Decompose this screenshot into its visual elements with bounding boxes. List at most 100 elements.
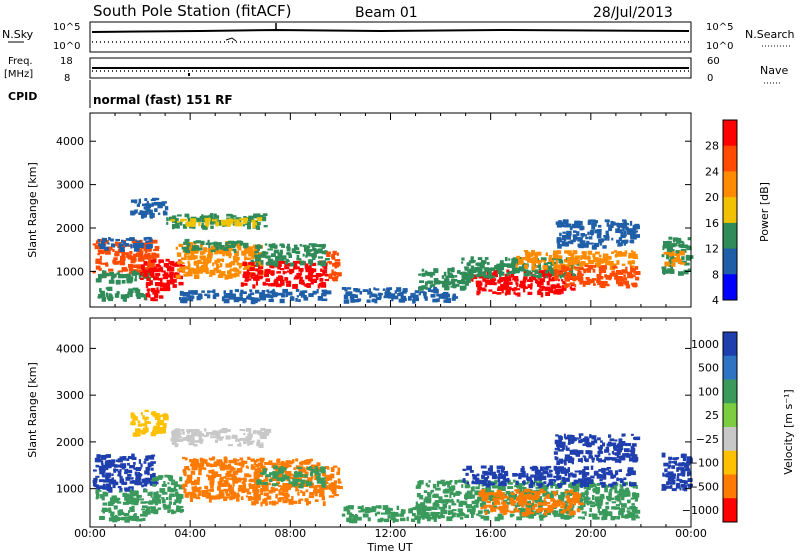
range-gate-cell bbox=[677, 473, 682, 476]
range-gate-cell bbox=[447, 269, 450, 273]
range-gate-cell bbox=[133, 416, 138, 421]
range-gate-cell bbox=[136, 518, 142, 522]
range-gate-cell bbox=[600, 241, 603, 244]
range-gate-cell bbox=[225, 241, 228, 247]
range-gate-cell bbox=[257, 474, 264, 477]
range-gate-cell bbox=[669, 268, 675, 274]
range-gate-cell bbox=[552, 284, 558, 288]
range-gate-cell bbox=[99, 515, 105, 520]
range-gate-cell bbox=[553, 264, 558, 267]
range-gate-cell bbox=[116, 464, 122, 468]
range-gate-cell bbox=[574, 259, 581, 264]
range-gate-cell bbox=[610, 442, 617, 447]
range-gate-cell bbox=[209, 481, 214, 484]
range-gate-cell bbox=[634, 492, 640, 498]
range-gate-cell bbox=[584, 234, 587, 237]
range-gate-cell bbox=[459, 511, 464, 515]
range-gate-cell bbox=[174, 493, 181, 497]
range-gate-cell bbox=[314, 499, 319, 502]
range-gate-cell bbox=[515, 288, 521, 291]
range-gate-cell bbox=[374, 512, 378, 517]
range-gate-cell bbox=[201, 214, 204, 217]
range-gate-cell bbox=[481, 482, 485, 487]
range-gate-cell bbox=[542, 489, 548, 492]
range-gate-cell bbox=[681, 248, 687, 253]
range-gate-cell bbox=[620, 234, 626, 239]
range-gate-cell bbox=[569, 501, 574, 504]
range-gate-cell bbox=[108, 507, 112, 512]
range-gate-cell bbox=[255, 262, 259, 267]
range-gate-cell bbox=[504, 257, 508, 262]
range-gate-cell bbox=[302, 467, 306, 472]
y-tick-label: 4000 bbox=[56, 135, 84, 148]
range-gate-cell bbox=[592, 253, 596, 258]
range-gate-cell bbox=[505, 509, 510, 513]
colorbar-segment bbox=[723, 355, 737, 380]
range-gate-cell bbox=[556, 283, 560, 288]
range-gate-cell bbox=[260, 260, 264, 265]
range-gate-cell bbox=[470, 265, 475, 270]
range-gate-cell bbox=[249, 292, 255, 296]
colorbar-tick-label: −100 bbox=[689, 457, 719, 470]
nsky-panel: N.Sky 10^5 10^0 N.Search 10^5 10^0 bbox=[2, 21, 795, 53]
range-gate-cell bbox=[212, 221, 216, 224]
range-gate-cell bbox=[211, 245, 217, 251]
range-gate-cell bbox=[461, 261, 464, 264]
range-gate-cell bbox=[327, 467, 330, 470]
range-gate-cell bbox=[603, 281, 608, 285]
range-gate-cell bbox=[309, 278, 316, 282]
range-gate-cell bbox=[100, 454, 107, 460]
range-gate-cell bbox=[230, 248, 234, 251]
range-gate-cell bbox=[207, 239, 210, 243]
range-gate-cell bbox=[285, 260, 289, 265]
range-gate-cell bbox=[179, 263, 183, 269]
range-gate-cell bbox=[343, 294, 347, 300]
range-gate-cell bbox=[575, 451, 581, 455]
range-gate-cell bbox=[187, 297, 192, 301]
range-gate-cell bbox=[573, 275, 580, 281]
range-gate-cell bbox=[189, 493, 192, 496]
range-gate-cell bbox=[241, 481, 246, 485]
range-gate-cell bbox=[182, 456, 186, 460]
range-gate-cell bbox=[549, 474, 553, 478]
range-gate-cell bbox=[501, 480, 505, 484]
range-gate-cell bbox=[151, 263, 155, 266]
range-gate-cell bbox=[496, 507, 500, 510]
range-gate-cell bbox=[139, 473, 142, 478]
range-gate-cell bbox=[586, 486, 589, 492]
range-gate-cell bbox=[180, 298, 184, 303]
range-gate-cell bbox=[596, 229, 602, 232]
range-gate-cell bbox=[261, 442, 264, 447]
range-gate-cell bbox=[635, 276, 640, 281]
range-gate-cell bbox=[262, 485, 265, 489]
range-gate-cell bbox=[265, 475, 269, 480]
range-gate-cell bbox=[133, 270, 136, 273]
range-gate-cell bbox=[268, 259, 272, 263]
range-gate-cell bbox=[317, 296, 323, 301]
range-gate-cell bbox=[484, 477, 488, 482]
range-gate-cell bbox=[114, 250, 118, 255]
range-gate-cell bbox=[480, 465, 487, 469]
range-gate-cell bbox=[461, 484, 464, 488]
range-gate-cell bbox=[578, 501, 582, 504]
range-gate-cell bbox=[551, 287, 554, 292]
range-gate-cell bbox=[240, 466, 243, 470]
range-gate-cell bbox=[223, 488, 229, 492]
range-gate-cell bbox=[356, 298, 361, 302]
range-gate-cell bbox=[223, 476, 227, 479]
range-gate-cell bbox=[563, 224, 567, 228]
range-gate-cell bbox=[288, 479, 291, 484]
range-gate-cell bbox=[517, 292, 521, 297]
range-gate-cell bbox=[594, 454, 600, 458]
range-gate-cell bbox=[465, 472, 469, 476]
range-gate-cell bbox=[134, 209, 138, 214]
range-gate-cell bbox=[262, 468, 267, 473]
range-gate-cell bbox=[225, 493, 231, 497]
range-gate-cell bbox=[150, 273, 155, 278]
range-gate-cell bbox=[618, 442, 622, 447]
range-gate-cell bbox=[529, 513, 532, 516]
range-gate-cell bbox=[282, 482, 288, 487]
colorbar-tick-label: −25 bbox=[696, 433, 719, 446]
range-gate-cell bbox=[529, 276, 532, 280]
range-gate-cell bbox=[486, 500, 491, 504]
